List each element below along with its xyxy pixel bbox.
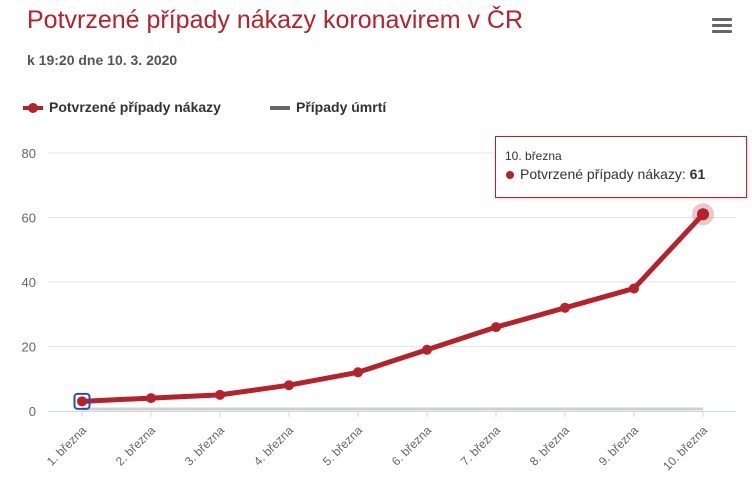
data-point bbox=[77, 396, 87, 407]
chart-subtitle: k 19:20 dne 10. 3. 2020 bbox=[27, 52, 178, 68]
chart-title: Potvrzené případy nákazy koronavirem v Č… bbox=[27, 6, 524, 34]
y-tick-label: 20 bbox=[22, 340, 36, 355]
x-tick-label: 10. března bbox=[660, 423, 710, 473]
tooltip-value: 61 bbox=[689, 166, 706, 182]
tooltip: 10. března Potvrzené případy nákazy: 61 bbox=[495, 136, 747, 198]
tooltip-series-line: Potvrzené případy nákazy: 61 bbox=[520, 166, 706, 182]
y-tick-label: 0 bbox=[29, 404, 36, 419]
series-line-cases bbox=[79, 211, 706, 404]
legend-label-cases: Potvrzené případy nákazy bbox=[49, 99, 221, 115]
x-tick-label: 7. března bbox=[458, 423, 504, 469]
hamburger-menu-icon[interactable] bbox=[710, 16, 734, 36]
x-tick-label: 6. března bbox=[389, 423, 435, 469]
x-tick-label: 2. března bbox=[113, 423, 159, 469]
data-point bbox=[284, 380, 294, 391]
data-point bbox=[215, 389, 225, 400]
y-tick-label: 60 bbox=[22, 211, 36, 226]
menu-bar bbox=[712, 18, 732, 21]
tooltip-header: 10. března bbox=[505, 149, 562, 163]
x-tick-label: 5. března bbox=[320, 423, 366, 469]
tooltip-series-name: Potvrzené případy nákazy bbox=[520, 166, 682, 182]
data-point bbox=[629, 283, 639, 294]
menu-bar bbox=[712, 24, 732, 27]
focus-marker bbox=[73, 392, 91, 410]
x-tick-label: 3. března bbox=[182, 423, 228, 469]
x-tick-label: 4. března bbox=[251, 423, 297, 469]
data-point bbox=[491, 322, 501, 333]
legend-cases-symbol bbox=[23, 103, 43, 113]
legend-item-cases[interactable]: Potvrzené případy nákazy bbox=[22, 98, 252, 118]
data-point bbox=[697, 208, 709, 221]
x-tick-label: 8. března bbox=[527, 423, 573, 469]
legend-label-deaths: Případy úmrtí bbox=[296, 99, 387, 115]
y-tick-label: 80 bbox=[22, 146, 36, 161]
data-point bbox=[353, 367, 363, 378]
tooltip-series-dot bbox=[506, 171, 514, 179]
y-tick-label: 40 bbox=[22, 275, 36, 290]
legend-item-deaths[interactable]: Případy úmrtí bbox=[269, 98, 409, 118]
data-point bbox=[422, 344, 432, 355]
x-tick-label: 9. března bbox=[596, 423, 642, 469]
menu-bar bbox=[712, 30, 732, 33]
legend-deaths-symbol bbox=[270, 106, 290, 110]
data-point bbox=[146, 393, 156, 404]
data-point bbox=[560, 302, 570, 313]
x-tick-label: 1. března bbox=[44, 423, 90, 469]
